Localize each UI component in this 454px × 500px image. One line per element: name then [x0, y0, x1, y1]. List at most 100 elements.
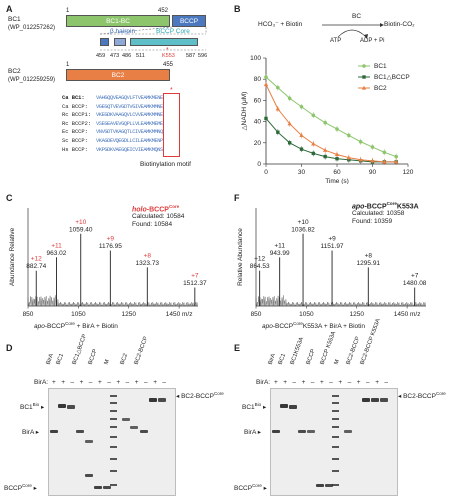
legend-label: BC1	[374, 63, 387, 70]
x-tick-label: 30	[298, 169, 306, 176]
legend-label: BC1△BCCP	[374, 74, 410, 81]
e-marker-bccp: BCCPCore ▸	[234, 483, 267, 493]
bc2-name: BC2	[8, 68, 21, 75]
baseline-noise	[255, 295, 426, 307]
gel-band	[298, 430, 306, 433]
gel-band	[140, 430, 148, 433]
data-point	[370, 158, 375, 163]
data-point	[276, 130, 280, 134]
bira-sign: –	[88, 379, 93, 386]
gel-band	[380, 398, 388, 402]
bira-sign: –	[107, 379, 111, 386]
bc2-end: 455	[163, 62, 174, 68]
scheme-reactant: HCO₃⁻ + Biotin	[258, 21, 303, 28]
peak-mz: 1151.97	[321, 243, 344, 250]
alignment-name: Ca BCCP:	[62, 103, 88, 110]
data-point	[323, 120, 327, 125]
bira-sign: +	[338, 379, 343, 386]
ladder-band	[332, 418, 339, 420]
scheme-enzyme: BC	[352, 13, 362, 20]
bira-sign: +	[134, 379, 139, 386]
scheme-arrow	[322, 23, 384, 39]
ladder-band	[110, 446, 117, 448]
peak-mz: 1480.08	[403, 280, 427, 287]
motif-box	[163, 93, 180, 157]
bc1-end: 452	[158, 8, 169, 14]
scheme-atp: ATP	[330, 38, 342, 44]
bira-sign: –	[347, 379, 352, 386]
bira-sign: –	[366, 379, 370, 386]
x-tick-label: 60	[333, 169, 341, 176]
data-point	[299, 133, 304, 137]
alignment-seq: VAHGQQVEAGQVLFTVEAMKMENE	[96, 95, 163, 101]
ladder-band	[332, 436, 339, 438]
peak-charge: +9	[107, 236, 115, 243]
alignment-seq: VNVGDTVKAGQTLCIVEAMKMMNQ	[96, 129, 163, 136]
pos-511: 511	[136, 53, 145, 59]
x-tick-label: 1250	[122, 311, 137, 318]
peak-charge: +10	[298, 219, 309, 226]
d-marker-bc2-bccp: ◂ BC2-BCCPCore	[176, 391, 224, 401]
lane-label: BirA	[267, 353, 277, 366]
alignment-seq: VKAGDEVQEGDLLCILEAMKMENP	[96, 138, 163, 144]
lane-label: BC1K553A	[289, 336, 306, 366]
bc2-accession: (WP_012259259)	[8, 77, 56, 83]
ladder-band	[110, 395, 117, 397]
data-point	[299, 104, 304, 109]
alignment-name: Ec BCCP:	[62, 129, 88, 136]
gel-band	[149, 398, 157, 402]
lane-label: M	[333, 358, 341, 366]
y-axis-title: △NADH (μM)	[241, 92, 248, 131]
bira-sign: –	[144, 379, 148, 386]
pos-596: 596	[198, 53, 208, 59]
gel-band	[50, 430, 58, 433]
panel-c-found: Found: 10584	[132, 221, 173, 228]
series-line-0	[265, 76, 397, 158]
data-point	[263, 82, 269, 87]
bc1-name: BC1	[8, 16, 21, 23]
scheme-product: Biotin-CO₂	[384, 21, 415, 28]
lane-label: BirA	[45, 353, 55, 366]
bira-sign: –	[70, 379, 75, 386]
panel-e-label: E	[234, 343, 241, 353]
data-point	[382, 150, 387, 155]
bc2-domain: BC2	[66, 69, 170, 81]
x-tick-label: 1450 m/z	[166, 311, 193, 318]
gel-band	[76, 430, 84, 433]
bira-sign: +	[356, 379, 361, 386]
gel-band	[158, 398, 166, 402]
ladder-band	[332, 484, 339, 486]
peak-charge: +9	[328, 236, 336, 243]
scheme-adp: ADP + Pi	[360, 38, 385, 44]
x-tick-label: 850	[23, 311, 34, 318]
peak-mz: 1059.40	[69, 226, 93, 233]
peak-charge: +12	[31, 256, 42, 263]
gel-band	[325, 484, 333, 487]
gel-band	[362, 398, 370, 402]
peak-mz: 1323.73	[136, 260, 160, 267]
x-tick-label: 1050	[71, 311, 86, 318]
alignment-name: Ca BC1:	[62, 95, 85, 101]
gel-band	[103, 486, 111, 489]
panel-f-calculated: Calculated: 10358	[352, 210, 405, 217]
gel-band	[58, 404, 66, 408]
peak-charge: +11	[51, 242, 62, 249]
bccp-core-block	[130, 38, 198, 46]
data-point	[299, 147, 304, 151]
data-point	[335, 157, 339, 161]
bira-sign: +	[61, 379, 65, 386]
y-tick-label: 80	[254, 76, 262, 83]
ladder-band	[332, 458, 339, 460]
bc1-start: 1	[66, 8, 70, 14]
bc2-start: 1	[66, 62, 70, 68]
gel-band	[85, 474, 93, 477]
zoom-start-block	[100, 38, 109, 46]
ladder-band	[110, 484, 117, 486]
data-point	[358, 157, 363, 162]
ladder-band	[110, 458, 117, 460]
gel-band	[280, 404, 288, 408]
ladder-band	[110, 470, 117, 472]
ladder-band	[332, 410, 339, 412]
x-tick-label: 1250	[350, 311, 365, 318]
bira-sign: +	[320, 379, 324, 386]
